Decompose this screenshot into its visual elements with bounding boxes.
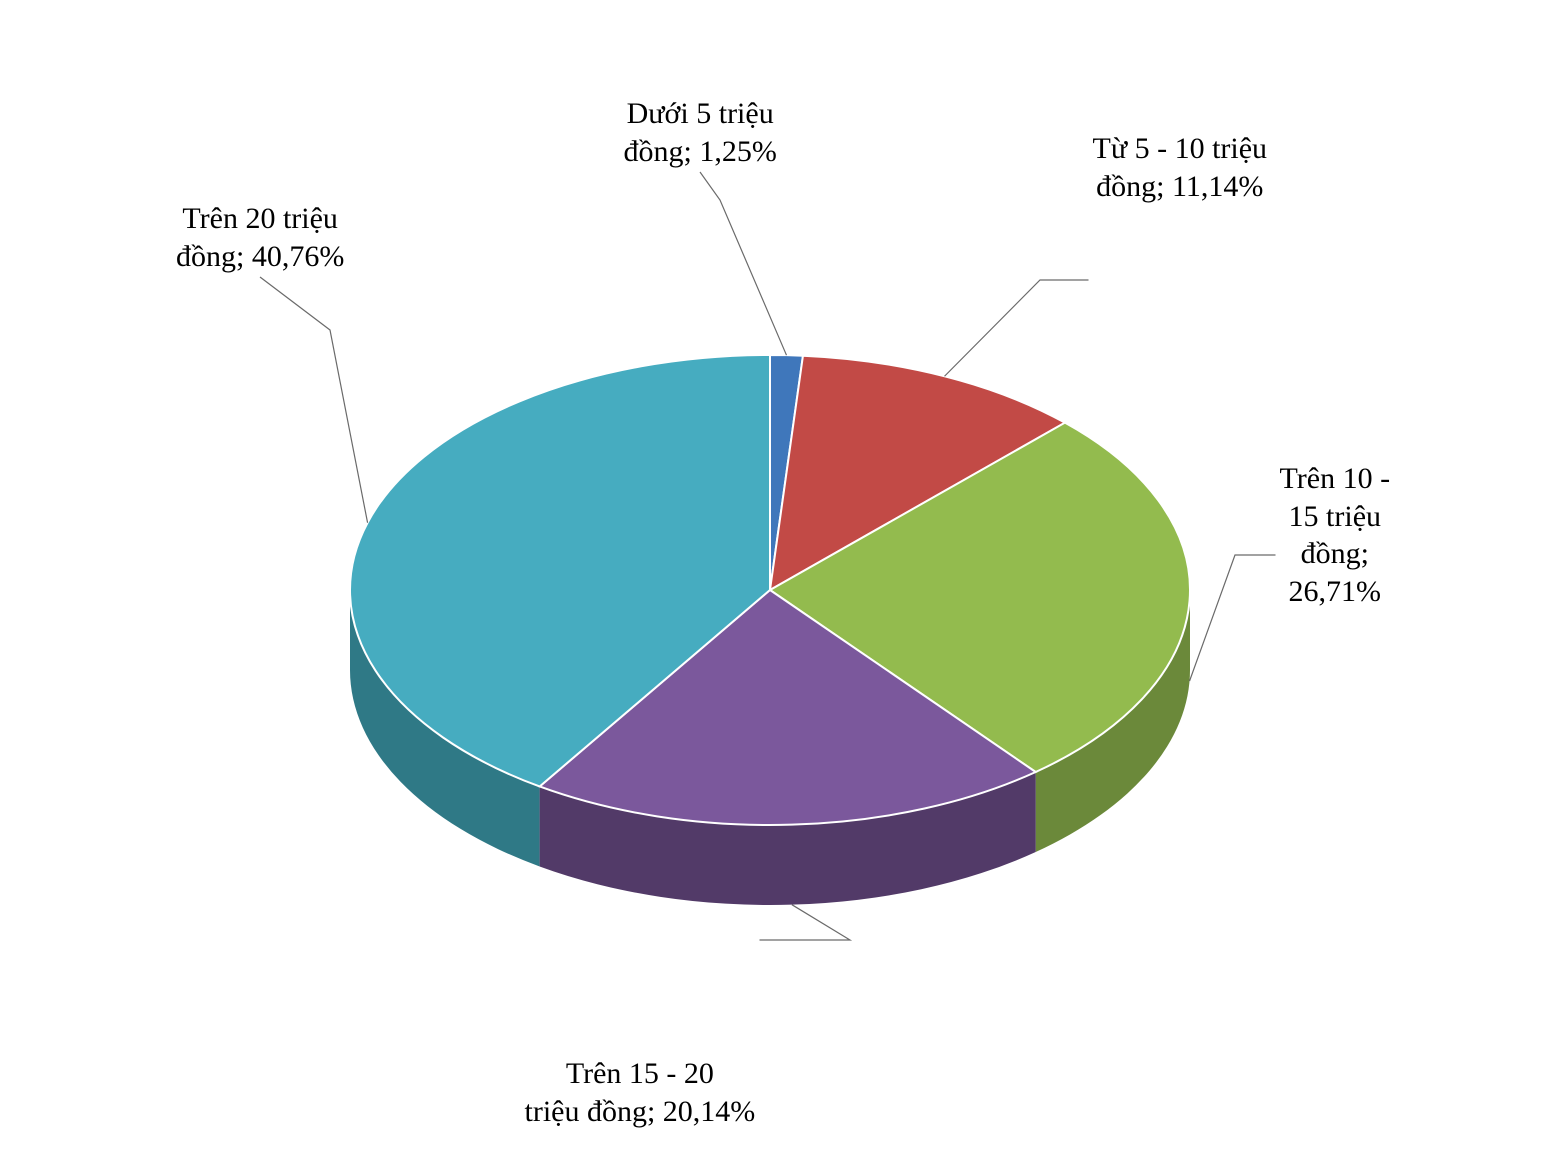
pie-slice-label: Từ 5 - 10 triệu đồng; 11,14% (1093, 130, 1268, 205)
leader-line (700, 172, 786, 355)
leader-line (260, 277, 368, 523)
pie-tops (350, 355, 1190, 825)
pie-slice-label: Trên 15 - 20 triệu đồng; 20,14% (525, 1055, 756, 1130)
leader-line (760, 905, 851, 940)
pie-slice-label: Trên 10 - 15 triệu đồng; 26,71% (1280, 460, 1391, 610)
pie-slice-label: Trên 20 triệu đồng; 40,76% (176, 200, 344, 275)
pie-slice-label: Dưới 5 triệu đồng; 1,25% (624, 95, 777, 170)
leader-line (1190, 555, 1276, 681)
leader-line (945, 280, 1089, 376)
